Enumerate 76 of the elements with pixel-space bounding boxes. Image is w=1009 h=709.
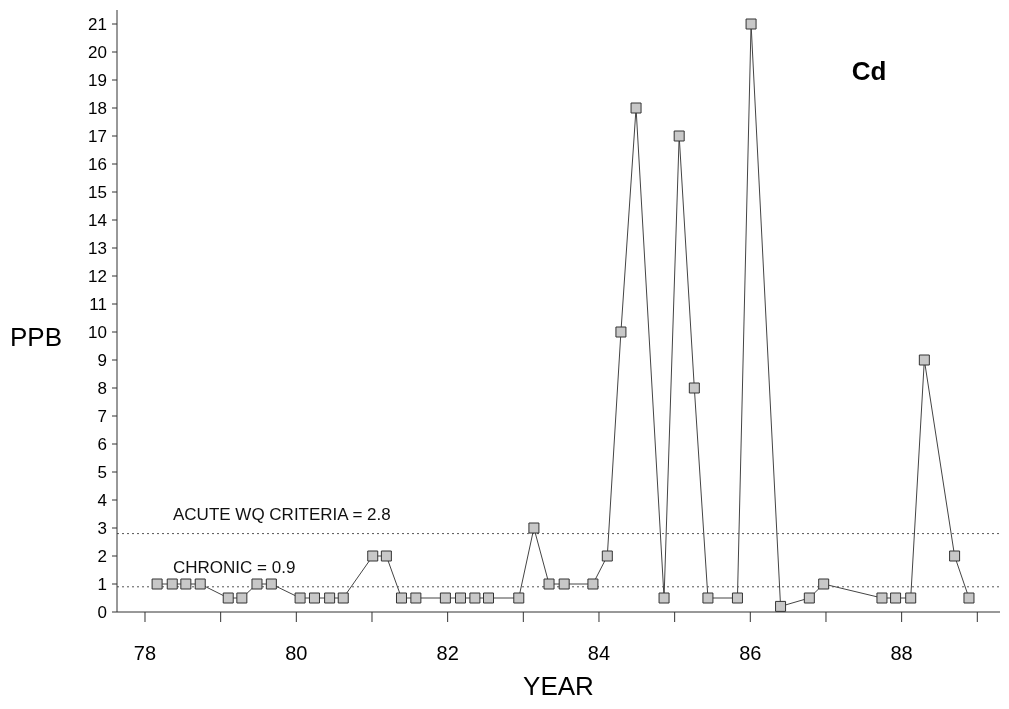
- point: [558, 578, 570, 590]
- point: [439, 592, 451, 604]
- x-tick-label: 80: [285, 642, 308, 664]
- y-tick-label: 2: [97, 546, 107, 566]
- x-tick-label: 86: [739, 642, 762, 664]
- point: [949, 550, 961, 562]
- y-tick-label: 1: [97, 574, 107, 594]
- point: [166, 578, 178, 590]
- point: [308, 592, 320, 604]
- point: [337, 592, 349, 604]
- point: [745, 18, 757, 30]
- point: [294, 592, 306, 604]
- y-tick-label: 10: [88, 322, 107, 342]
- text: Cd: [851, 56, 887, 86]
- point: [702, 592, 714, 604]
- x-tick-label: 78: [133, 642, 157, 664]
- point: [265, 578, 277, 590]
- point: [469, 592, 481, 604]
- point: [818, 578, 830, 590]
- y-axis-title: PPB: [10, 322, 63, 352]
- x-tick-label: 88: [890, 642, 913, 664]
- point: [236, 592, 248, 604]
- x-tick-label: 82: [436, 642, 459, 664]
- y-tick-label: 4: [97, 490, 107, 510]
- point: [905, 592, 917, 604]
- y-tick-label: 17: [88, 126, 107, 146]
- y-tick-label: 0: [97, 602, 107, 622]
- point: [630, 102, 642, 114]
- point: [918, 354, 930, 366]
- point: [615, 326, 627, 338]
- y-tick-label: 19: [88, 70, 107, 90]
- point: [587, 578, 599, 590]
- point: [803, 592, 815, 604]
- point: [483, 592, 495, 604]
- x-tick-label: 84: [587, 642, 611, 664]
- point: [601, 550, 613, 562]
- point: [151, 578, 163, 590]
- y-tick-label: 8: [97, 378, 107, 398]
- ref-line-label: ACUTE WQ CRITERIA = 2.8: [173, 504, 391, 524]
- x-axis-title: YEAR: [523, 671, 594, 701]
- y-tick-label: 12: [88, 266, 107, 286]
- y-tick-label: 7: [97, 406, 107, 426]
- point: [396, 592, 407, 604]
- y-tick-label: 21: [88, 14, 107, 34]
- y-tick-label: 20: [88, 42, 107, 62]
- point: [251, 578, 263, 590]
- point: [543, 578, 555, 590]
- y-tick-label: 3: [97, 518, 107, 538]
- point: [410, 592, 422, 604]
- point: [963, 592, 975, 604]
- point: [688, 382, 700, 394]
- y-tick-label: 5: [97, 462, 107, 482]
- point: [658, 592, 670, 604]
- y-tick-label: 11: [89, 294, 107, 314]
- point: [367, 550, 379, 562]
- y-tick-label: 13: [88, 238, 107, 258]
- y-tick-label: 18: [88, 98, 107, 118]
- point: [890, 592, 902, 604]
- point: [528, 522, 540, 534]
- point: [455, 592, 467, 604]
- point: [380, 550, 392, 562]
- y-tick-label: 9: [97, 350, 107, 370]
- y-tick-label: 15: [88, 182, 107, 202]
- point: [180, 578, 192, 590]
- point: [513, 592, 525, 604]
- point: [194, 578, 206, 590]
- y-tick-label: 6: [97, 434, 107, 454]
- y-tick-label: 14: [88, 210, 107, 230]
- ref-line-label: CHRONIC = 0.9: [173, 557, 296, 577]
- point: [673, 130, 685, 142]
- point: [775, 600, 787, 612]
- y-tick-label: 16: [88, 154, 107, 174]
- point: [222, 592, 234, 604]
- point: [731, 592, 743, 604]
- point: [876, 592, 888, 604]
- point: [324, 592, 336, 604]
